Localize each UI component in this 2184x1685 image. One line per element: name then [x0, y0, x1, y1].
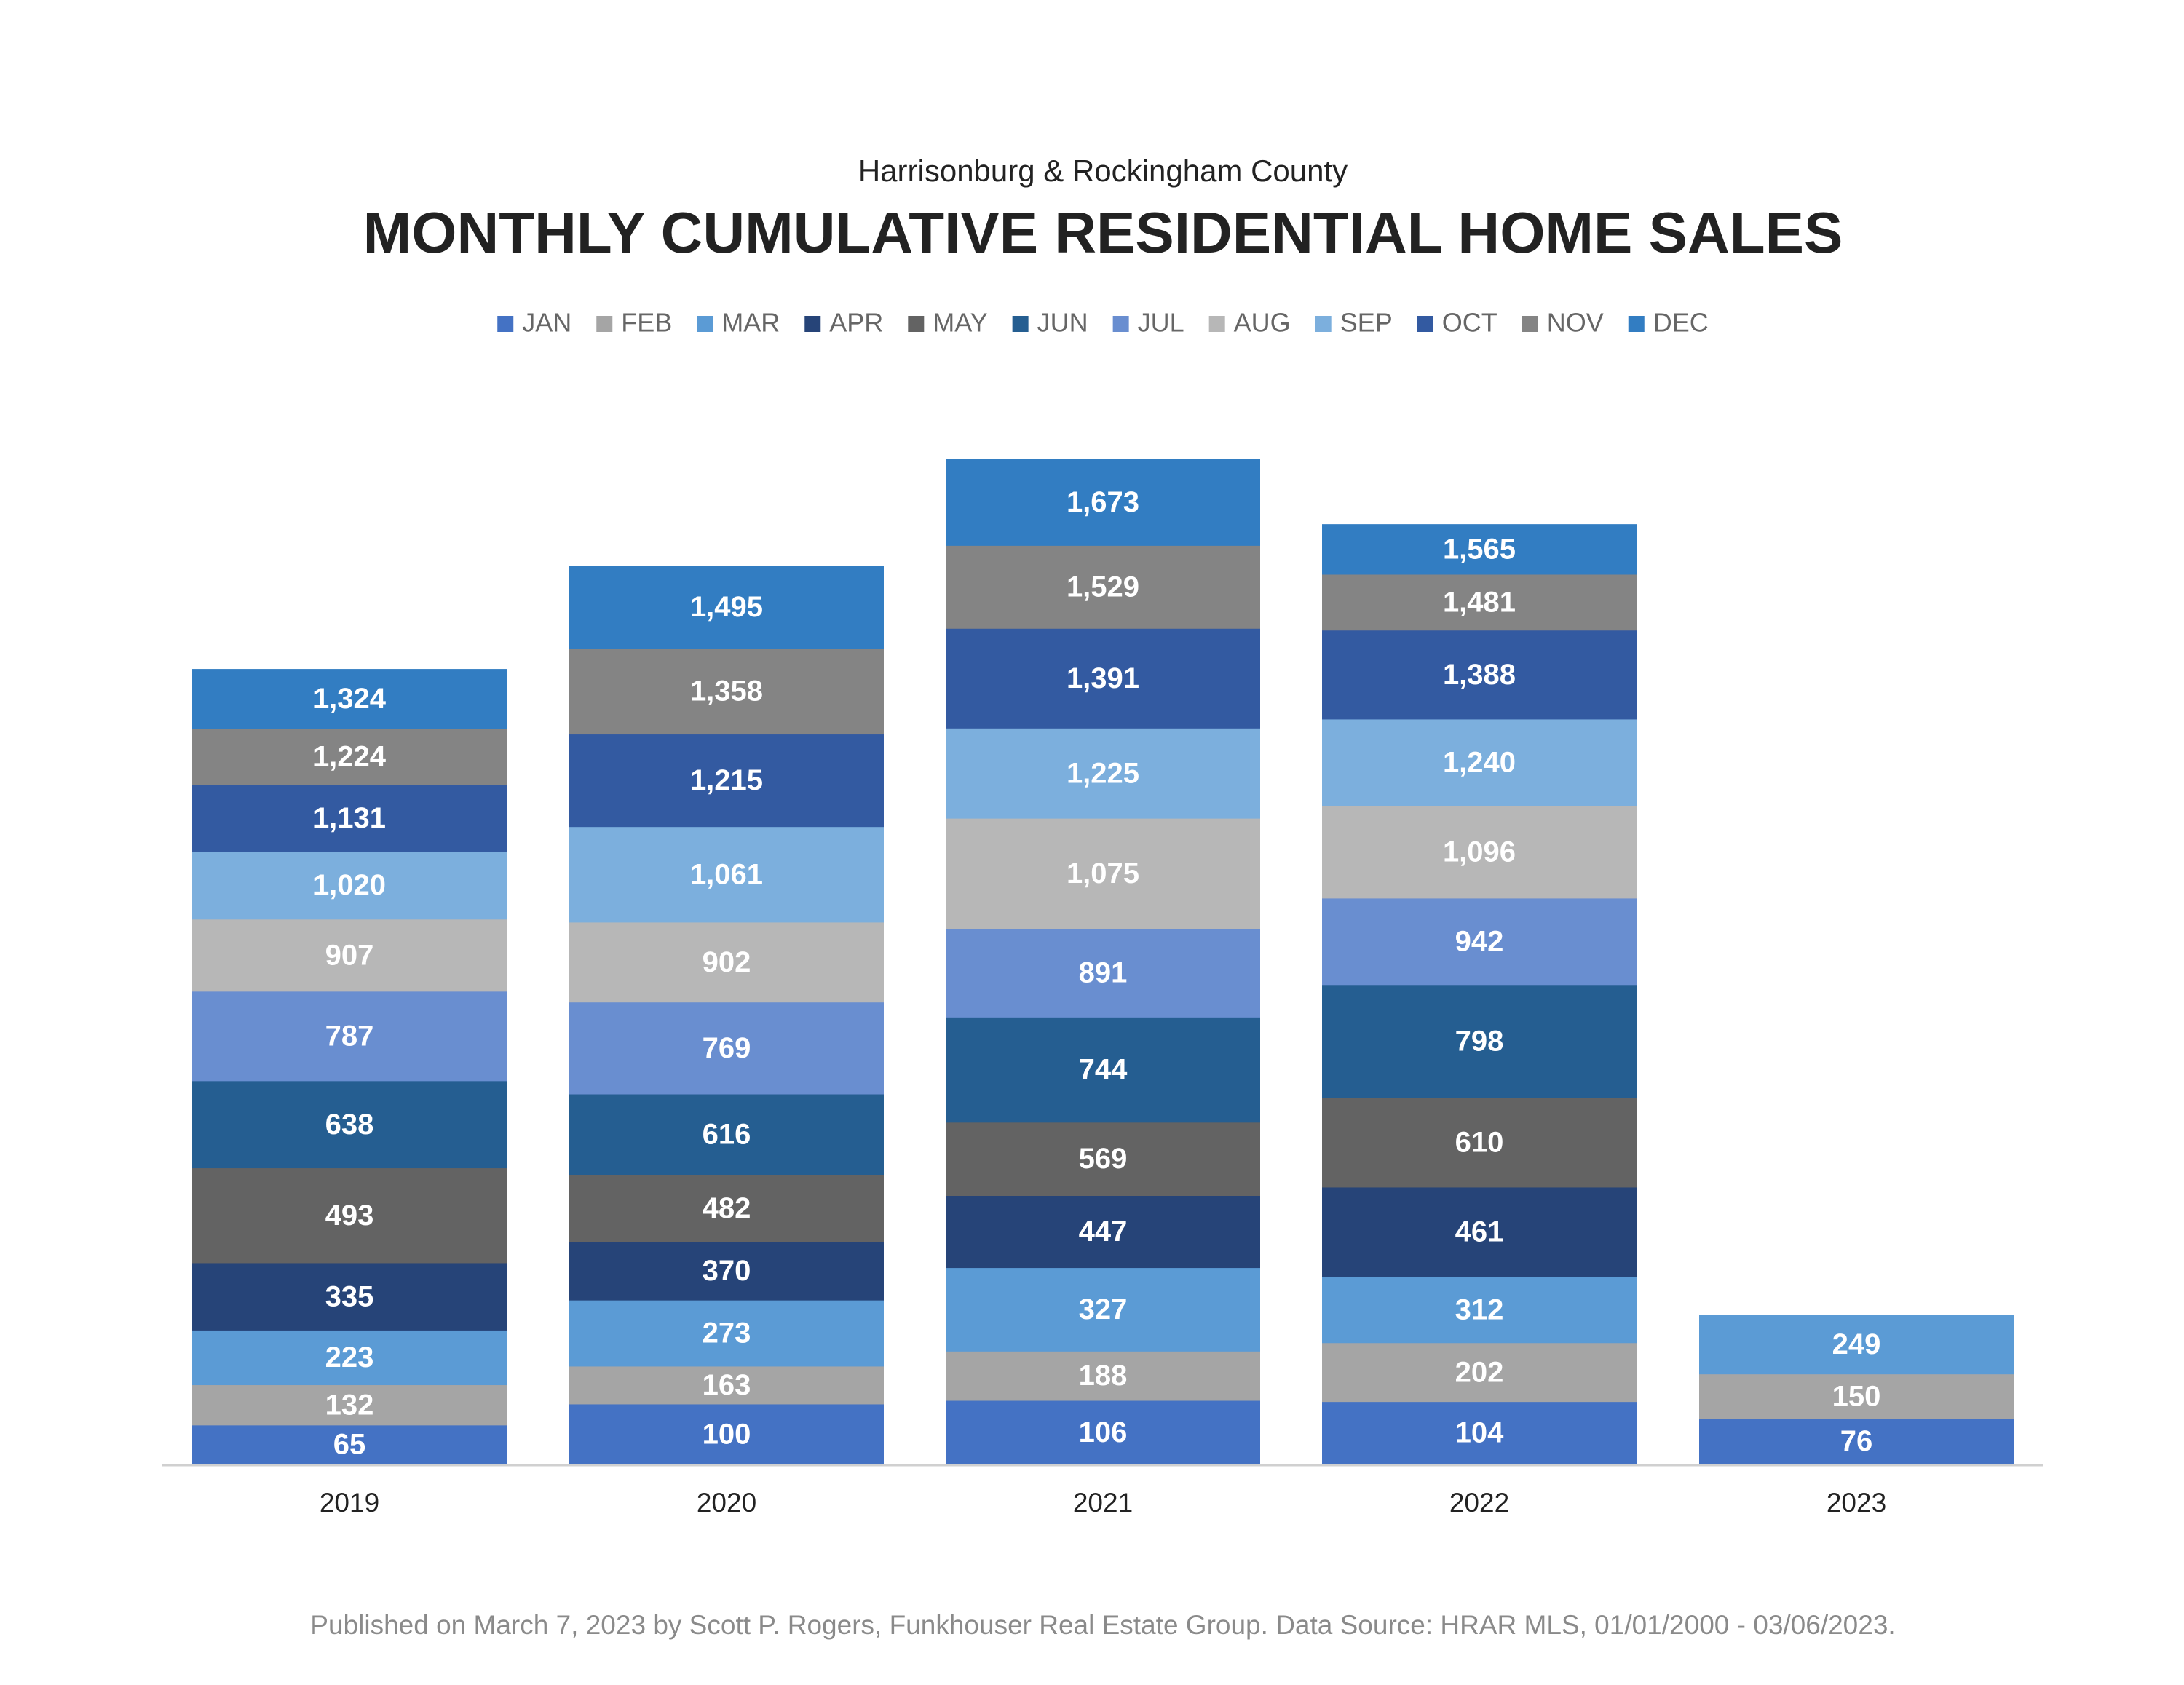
chart-subtitle: Harrisonburg & Rockingham County [858, 154, 1348, 188]
legend-swatch [908, 316, 925, 332]
x-tick-label: 2023 [1827, 1488, 1886, 1518]
x-tick-label: 2022 [1449, 1488, 1509, 1518]
legend-label: AUG [1234, 308, 1291, 338]
data-label: 769 [703, 1032, 751, 1064]
legend-label: SEP [1340, 308, 1393, 338]
legend-label: MAR [721, 308, 780, 338]
footnote: Published on March 7, 2023 by Scott P. R… [310, 1610, 1895, 1640]
x-tick-label: 2020 [697, 1488, 756, 1518]
data-label: 616 [703, 1118, 751, 1150]
data-label: 76 [1840, 1425, 1873, 1457]
data-label: 744 [1079, 1054, 1128, 1086]
data-label: 493 [325, 1200, 374, 1232]
legend-swatch [1012, 316, 1029, 332]
data-label: 1,358 [690, 675, 763, 707]
legend-label: NOV [1547, 308, 1604, 338]
legend-swatch [804, 316, 821, 332]
legend: JAN FEB MAR APR MAY JUN JUL AUG SEP OCT NOV DEC [497, 308, 1709, 338]
data-label: 1,215 [690, 764, 763, 796]
data-label: 1,324 [313, 683, 387, 715]
data-label: 202 [1455, 1356, 1504, 1388]
data-label: 907 [325, 939, 374, 971]
bar [946, 1400, 1260, 1464]
legend-label: JUL [1138, 308, 1184, 338]
legend-label: FEB [621, 308, 672, 338]
x-tick-label: 2019 [320, 1488, 379, 1518]
data-label: 132 [325, 1389, 374, 1421]
legend-label: OCT [1442, 308, 1497, 338]
data-label: 1,131 [313, 802, 386, 834]
data-label: 1,391 [1067, 662, 1139, 694]
bar [192, 1425, 507, 1464]
data-label: 163 [703, 1369, 751, 1401]
data-label: 1,388 [1443, 659, 1516, 691]
data-label: 569 [1079, 1143, 1128, 1175]
legend-swatch [1628, 316, 1645, 332]
data-label: 223 [325, 1341, 374, 1373]
chart-title: MONTHLY CUMULATIVE RESIDENTIAL HOME SALE… [363, 200, 1843, 265]
data-label: 106 [1079, 1416, 1128, 1448]
legend-label: DEC [1653, 308, 1709, 338]
legend-swatch [1417, 316, 1433, 332]
legend-swatch [697, 316, 713, 332]
x-tick-label: 2021 [1073, 1488, 1133, 1518]
data-label: 798 [1455, 1025, 1504, 1057]
data-label: 1,529 [1067, 571, 1139, 603]
legend-swatch [497, 316, 514, 332]
data-label: 1,673 [1067, 486, 1139, 518]
data-label: 1,225 [1067, 757, 1139, 789]
legend-label: JUN [1037, 308, 1088, 338]
data-label: 610 [1455, 1127, 1504, 1159]
data-label: 1,096 [1443, 836, 1516, 868]
data-label: 312 [1455, 1293, 1504, 1325]
legend-swatch [1112, 316, 1129, 332]
bar [569, 1404, 884, 1464]
data-label: 1,020 [313, 869, 386, 901]
data-label: 902 [703, 946, 751, 978]
data-label: 249 [1832, 1328, 1881, 1360]
legend-label: APR [829, 308, 883, 338]
data-label: 447 [1079, 1216, 1128, 1248]
data-label: 1,075 [1067, 857, 1139, 889]
data-label: 482 [703, 1192, 751, 1224]
legend-swatch [1208, 316, 1225, 332]
data-label: 370 [703, 1255, 751, 1287]
data-label: 327 [1079, 1293, 1128, 1325]
data-label: 104 [1455, 1417, 1504, 1449]
bar [1322, 1402, 1637, 1464]
data-label: 1,061 [690, 858, 763, 890]
legend-swatch [1522, 316, 1538, 332]
data-label: 65 [333, 1429, 366, 1461]
data-label: 1,495 [690, 591, 763, 623]
bar [1699, 1419, 2014, 1464]
legend-swatch [596, 316, 613, 332]
data-label: 891 [1079, 957, 1128, 989]
legend-swatch [1315, 316, 1332, 332]
data-label: 273 [703, 1317, 751, 1349]
data-label: 100 [703, 1418, 751, 1450]
data-label: 1,565 [1443, 533, 1516, 565]
data-label: 461 [1455, 1216, 1504, 1248]
data-label: 150 [1832, 1380, 1881, 1412]
data-label: 638 [325, 1109, 374, 1141]
data-label: 335 [325, 1280, 374, 1312]
data-label: 1,224 [313, 741, 387, 773]
data-label: 1,481 [1443, 586, 1516, 618]
data-label: 188 [1079, 1360, 1128, 1392]
legend-label: JAN [522, 308, 571, 338]
data-label: 1,240 [1443, 746, 1516, 778]
data-label: 942 [1455, 925, 1504, 957]
legend-label: MAY [933, 308, 987, 338]
data-label: 787 [325, 1020, 374, 1052]
